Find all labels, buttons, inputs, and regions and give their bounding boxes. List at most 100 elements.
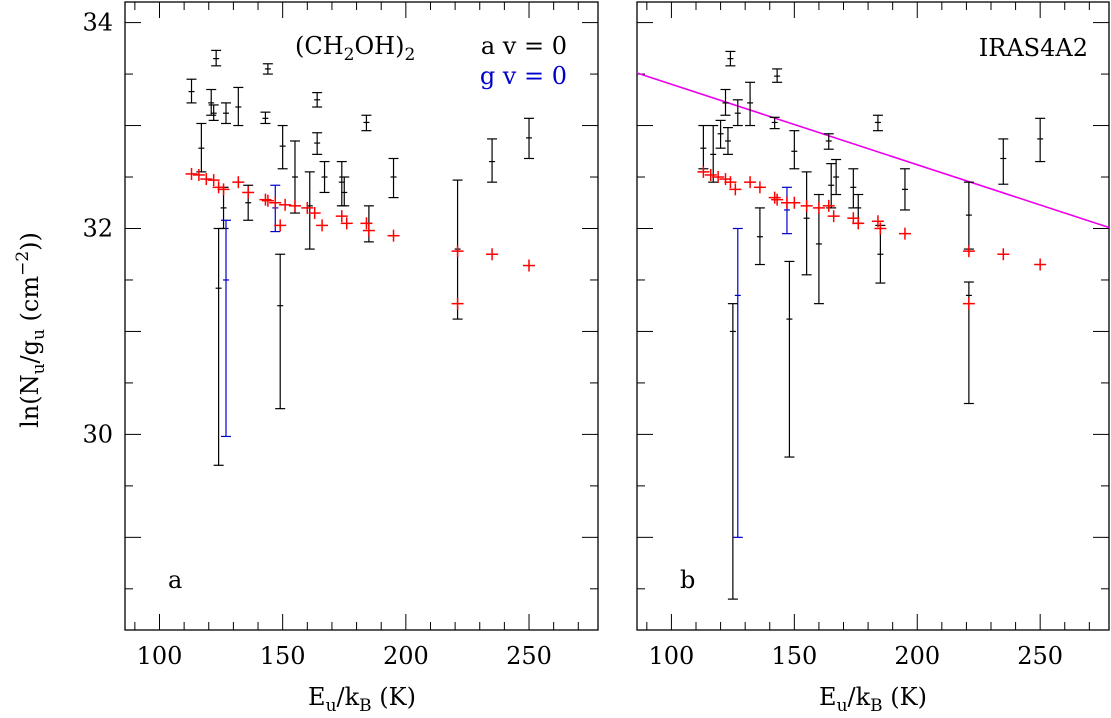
model-point (279, 198, 292, 211)
model-point (847, 212, 860, 225)
model-point (486, 248, 499, 261)
legend-g-v0: g v = 0 (480, 62, 567, 90)
data-point-errorbar (801, 171, 812, 276)
y-axis-label: ln(Nu/gu (cm−2)) (13, 232, 49, 428)
model-point (822, 199, 835, 212)
plot-frame (124, 1, 599, 631)
model-point (360, 217, 373, 230)
data-point-errorbar (708, 124, 719, 183)
model-point (200, 173, 213, 186)
data-point-errorbar (213, 227, 224, 466)
x-tick-label: 250 (1017, 642, 1063, 670)
model-point (523, 259, 536, 272)
model-point (962, 245, 975, 258)
data-point-errorbar (872, 114, 883, 132)
data-point-errorbar (998, 138, 1009, 185)
data-point-errorbar (727, 303, 738, 600)
model-point (712, 171, 725, 184)
data-point-errorbar (831, 158, 842, 196)
model-point (451, 297, 464, 310)
panel-b: 100 150 200 250 (636, 1, 1110, 670)
data-point-errorbar (524, 117, 535, 160)
data-point-errorbar (789, 130, 800, 170)
model-point (340, 217, 353, 230)
data-point-errorbar (221, 102, 232, 125)
data-point-errorbar (784, 260, 795, 458)
model-point (217, 183, 230, 196)
model-point (335, 210, 348, 223)
data-point-errorbar (312, 91, 323, 108)
model-point (242, 186, 255, 199)
data-layer (185, 49, 536, 466)
data-point-errorbar (745, 81, 756, 127)
model-point (207, 174, 220, 187)
model-point (874, 222, 887, 235)
data-point-errorbar (848, 168, 859, 209)
data-point-errorbar (772, 68, 783, 83)
x-tick-label: 200 (383, 642, 429, 670)
data-point-errorbar (732, 227, 743, 538)
data-point-errorbar (725, 50, 736, 67)
data-point-errorbar (233, 86, 244, 127)
x-tick-label: 100 (649, 642, 695, 670)
model-point (812, 201, 825, 214)
panel-a: 100 150 200 250 30 32 34 (82, 1, 599, 670)
data-layer (697, 50, 1047, 600)
legend-a-v0: a v = 0 (481, 32, 567, 60)
model-point (316, 219, 329, 232)
model-point (451, 245, 464, 258)
x-tick-label: 100 (137, 642, 183, 670)
data-point-errorbar (732, 99, 743, 127)
data-point-errorbar (211, 49, 222, 67)
data-point-errorbar (698, 124, 709, 170)
model-point (788, 196, 801, 209)
model-point (261, 194, 274, 207)
model-point (744, 176, 757, 189)
model-point (962, 297, 975, 310)
data-point-errorbar (388, 157, 399, 199)
model-point (768, 191, 781, 204)
x-tick-label: 150 (260, 642, 306, 670)
source-title: IRAS4A2 (979, 34, 1088, 62)
y-tick-label: 30 (82, 420, 113, 448)
model-point (387, 229, 400, 242)
data-point-errorbar (262, 63, 273, 75)
model-point (288, 199, 301, 212)
fit-line (636, 72, 1110, 229)
data-point-errorbar (487, 138, 498, 183)
model-point (362, 224, 375, 237)
model-point (704, 168, 717, 181)
model-point (753, 181, 766, 194)
model-point (259, 193, 272, 206)
model-point (827, 210, 840, 223)
x-tick-label: 250 (506, 642, 552, 670)
data-point-errorbar (336, 160, 347, 207)
y-tick-label: 32 (82, 214, 113, 242)
data-point-errorbar (722, 126, 733, 155)
data-point-errorbar (260, 111, 271, 125)
data-point-errorbar (186, 78, 197, 104)
model-point (232, 176, 245, 189)
molecule-label: (CH2OH)2 (295, 32, 415, 65)
x-axis-label-a: Eu/kB (K) (308, 683, 416, 716)
data-point-errorbar (781, 186, 792, 235)
model-point (719, 173, 732, 186)
model-point (697, 165, 710, 178)
data-point-errorbar (339, 176, 350, 207)
model-point (185, 167, 198, 180)
model-point (308, 207, 321, 220)
data-point-errorbar (277, 124, 288, 170)
model-point (724, 176, 737, 189)
data-point-errorbar (304, 171, 315, 250)
x-tick-label: 150 (771, 642, 817, 670)
data-point-errorbar (715, 119, 726, 149)
x-axis-label-b: Eu/kB (K) (819, 683, 927, 716)
data-point-errorbar (963, 181, 974, 250)
data-point-errorbar (275, 253, 286, 410)
x-tick-label: 200 (894, 642, 940, 670)
model-point (1034, 258, 1047, 271)
model-point (898, 227, 911, 240)
data-point-errorbar (312, 132, 323, 155)
data-point-errorbar (221, 219, 232, 438)
model-point (301, 201, 314, 214)
